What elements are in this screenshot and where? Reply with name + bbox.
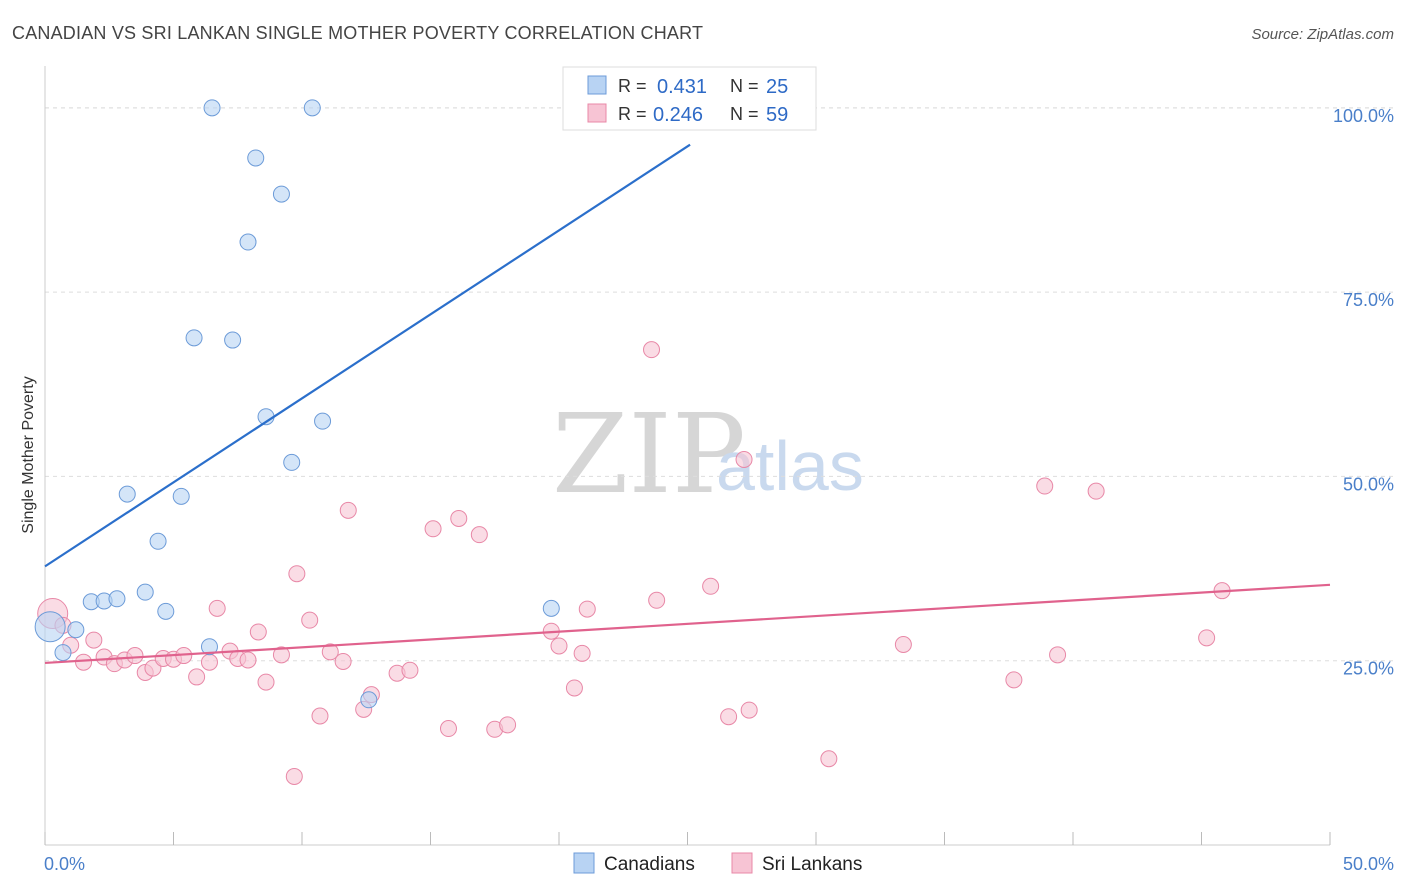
canadian-point-20[interactable]	[303, 99, 321, 117]
canadian-trend-line	[44, 143, 691, 568]
srilankan-point-37[interactable]	[470, 526, 488, 544]
legend-swatch-canadians[interactable]	[573, 852, 595, 874]
canadian-point-16[interactable]	[247, 149, 265, 167]
srilankan-point-22[interactable]	[272, 646, 290, 664]
srilankan-point-50[interactable]	[740, 701, 758, 719]
srilankan-point-21[interactable]	[257, 673, 275, 691]
canadian-point-13[interactable]	[203, 99, 221, 117]
srilankan-point-29[interactable]	[339, 501, 357, 519]
stats-n-value-srilankans: 59	[766, 104, 788, 126]
y-tick-label-75: 75.0%	[1343, 290, 1394, 310]
canadian-point-23[interactable]	[542, 599, 560, 617]
legend-swatch-srilankans[interactable]	[731, 852, 753, 874]
canadian-point-2[interactable]	[67, 621, 85, 639]
y-tick-label-25: 25.0%	[1343, 659, 1394, 679]
canadian-point-18[interactable]	[272, 185, 290, 203]
srilankan-point-16[interactable]	[208, 599, 226, 617]
watermark-atlas: atlas	[716, 427, 864, 505]
x-tick-label-min: 0.0%	[44, 854, 85, 874]
srilankan-point-45[interactable]	[643, 341, 661, 359]
x-tick-label-max: 50.0%	[1343, 854, 1394, 874]
stats-legend-swatch-srilankans	[587, 103, 607, 123]
stats-n-label-canadians: N =	[730, 76, 759, 96]
srilankan-point-33[interactable]	[401, 661, 419, 679]
srilankan-point-47[interactable]	[702, 577, 720, 595]
srilankan-point-27[interactable]	[321, 643, 339, 661]
canadian-point-15[interactable]	[239, 233, 257, 251]
srilankan-point-39[interactable]	[499, 716, 517, 734]
srilankan-point-28[interactable]	[334, 652, 352, 670]
srilankan-point-35[interactable]	[439, 720, 457, 738]
srilankan-point-20[interactable]	[249, 623, 267, 641]
legend-label-srilankans[interactable]: Sri Lankans	[762, 854, 862, 875]
canadian-point-19[interactable]	[283, 453, 301, 471]
canadian-point-7[interactable]	[136, 583, 154, 601]
canadian-point-22[interactable]	[360, 691, 378, 709]
canadian-point-5[interactable]	[108, 590, 126, 608]
srilankan-point-44[interactable]	[578, 600, 596, 618]
srilankan-point-41[interactable]	[550, 637, 568, 655]
srilankan-trend-line	[44, 583, 1331, 665]
srilankan-point-24[interactable]	[288, 565, 306, 583]
series-canadians	[34, 99, 586, 709]
srilankan-point-19[interactable]	[239, 651, 257, 669]
srilankan-point-49[interactable]	[735, 450, 753, 468]
x-tick-marks	[44, 832, 1331, 845]
canadian-point-14[interactable]	[224, 331, 242, 349]
grid-lines	[45, 107, 1394, 662]
stats-r-value-canadians: 0.431	[657, 76, 707, 98]
trend-lines	[44, 143, 1331, 665]
srilankan-point-55[interactable]	[1049, 646, 1067, 664]
y-tick-label-50: 50.0%	[1343, 474, 1394, 494]
legend-label-canadians[interactable]: Canadians	[604, 854, 695, 875]
canadian-point-9[interactable]	[157, 602, 175, 620]
canadian-point-10[interactable]	[172, 487, 190, 505]
srilankan-point-26[interactable]	[311, 707, 329, 725]
stats-r-label-canadians: R =	[618, 76, 647, 96]
canadian-point-0[interactable]	[34, 611, 66, 643]
stats-r-label-srilankans: R =	[618, 104, 647, 124]
srilankan-point-14[interactable]	[188, 668, 206, 686]
canadian-point-1[interactable]	[54, 644, 72, 662]
srilankan-point-48[interactable]	[720, 708, 738, 726]
stats-legend-swatch-canadians	[587, 75, 607, 95]
srilankan-point-43[interactable]	[573, 644, 591, 662]
series-legend: Canadians Sri Lankans	[573, 852, 862, 875]
srilankan-point-46[interactable]	[648, 591, 666, 609]
srilankan-point-52[interactable]	[894, 635, 912, 653]
srilankan-point-53[interactable]	[1005, 671, 1023, 689]
srilankan-point-15[interactable]	[200, 653, 218, 671]
srilankan-point-34[interactable]	[424, 520, 442, 538]
canadian-point-6[interactable]	[118, 485, 136, 503]
srilankan-point-51[interactable]	[820, 750, 838, 768]
stats-n-label-srilankans: N =	[730, 104, 759, 124]
srilankan-point-3[interactable]	[75, 653, 93, 671]
srilankan-point-8[interactable]	[126, 647, 144, 665]
y-axis-label: Single Mother Poverty	[20, 376, 37, 533]
srilankan-point-36[interactable]	[450, 509, 468, 527]
canadian-point-21[interactable]	[314, 412, 332, 430]
srilankan-point-56[interactable]	[1087, 482, 1105, 500]
canadian-point-12[interactable]	[200, 638, 218, 656]
chart-source: Source: ZipAtlas.com	[1251, 26, 1394, 43]
stats-r-value-srilankans: 0.246	[653, 104, 703, 126]
srilankan-point-42[interactable]	[565, 679, 583, 697]
chart-title: CANADIAN VS SRI LANKAN SINGLE MOTHER POV…	[12, 23, 703, 43]
canadian-point-8[interactable]	[149, 532, 167, 550]
srilankan-point-25[interactable]	[301, 611, 319, 629]
stats-legend: R = 0.431 N = 25 R = 0.246 N = 59	[562, 66, 817, 131]
srilankan-point-4[interactable]	[85, 631, 103, 649]
srilankan-point-54[interactable]	[1036, 477, 1054, 495]
srilankan-point-23[interactable]	[285, 767, 303, 785]
canadian-point-11[interactable]	[185, 329, 203, 347]
y-tick-labels: 25.0% 50.0% 75.0% 100.0%	[1333, 106, 1394, 679]
stats-n-value-canadians: 25	[766, 76, 788, 98]
watermark-zip: ZIP	[552, 390, 746, 518]
srilankan-point-57[interactable]	[1198, 629, 1216, 647]
y-tick-label-100: 100.0%	[1333, 106, 1394, 126]
